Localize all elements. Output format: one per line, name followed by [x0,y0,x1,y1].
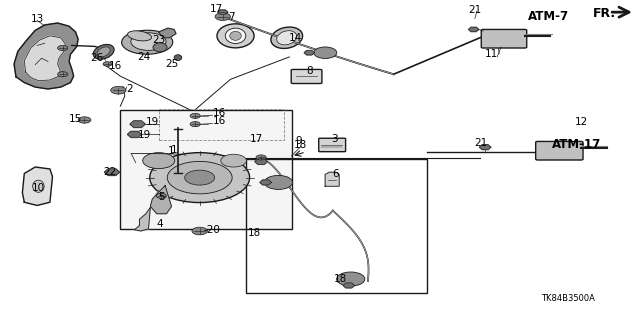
Ellipse shape [174,55,182,60]
Polygon shape [22,167,52,205]
Polygon shape [134,207,150,231]
Ellipse shape [225,28,246,44]
Text: 21: 21 [475,138,488,148]
Circle shape [192,227,207,235]
Polygon shape [255,159,268,164]
Polygon shape [150,186,172,214]
Text: 18: 18 [334,274,347,284]
Text: 19: 19 [138,130,151,140]
Polygon shape [14,23,78,89]
Text: 14: 14 [289,33,302,43]
Ellipse shape [127,31,152,41]
Text: 16: 16 [212,116,226,126]
Polygon shape [479,145,491,150]
Circle shape [256,155,266,160]
Text: 12: 12 [575,116,588,127]
Text: 6: 6 [333,169,339,180]
Ellipse shape [97,47,110,57]
Polygon shape [127,131,141,138]
Text: ATM-7: ATM-7 [528,10,569,22]
Text: ATM-17: ATM-17 [552,138,601,151]
Text: FR.: FR. [593,7,616,20]
Circle shape [314,47,337,59]
Circle shape [185,170,214,185]
Ellipse shape [153,43,167,52]
Text: 17: 17 [250,134,262,144]
Circle shape [156,193,166,198]
Circle shape [215,13,230,20]
Text: 2: 2 [127,84,133,94]
Text: 10: 10 [32,183,45,193]
Ellipse shape [33,180,44,192]
Polygon shape [24,36,65,81]
Circle shape [167,161,232,194]
Circle shape [143,153,175,169]
Text: -20: -20 [204,225,220,235]
Text: 8: 8 [306,66,312,76]
Text: 16: 16 [109,61,122,71]
Circle shape [103,62,112,66]
Text: 13: 13 [31,13,44,24]
Text: 24: 24 [138,52,150,62]
FancyBboxPatch shape [291,69,322,84]
Circle shape [150,153,250,203]
FancyBboxPatch shape [481,29,527,48]
Text: 18: 18 [248,228,261,238]
Bar [120,110,292,229]
Ellipse shape [131,33,166,51]
Circle shape [337,272,365,286]
Text: 7: 7 [228,12,235,22]
Polygon shape [325,172,339,186]
Polygon shape [304,51,314,55]
Circle shape [264,175,292,189]
Text: 26: 26 [91,52,104,63]
Polygon shape [104,169,120,175]
Text: 17: 17 [210,4,223,14]
Bar [246,159,427,293]
FancyBboxPatch shape [319,138,346,152]
Text: 15: 15 [69,114,82,124]
Text: 1: 1 [168,146,175,156]
Polygon shape [218,10,228,14]
Circle shape [58,45,68,51]
Polygon shape [468,27,479,32]
Text: 5: 5 [158,192,164,202]
Circle shape [58,72,68,77]
Text: 11: 11 [485,49,498,59]
Polygon shape [343,283,355,288]
Text: 21: 21 [468,5,481,15]
Text: 18: 18 [294,140,307,150]
Text: 16: 16 [212,108,226,118]
Text: 9: 9 [296,136,302,147]
Ellipse shape [93,44,114,59]
Text: 25: 25 [165,59,178,69]
Text: TK84B3500A: TK84B3500A [541,294,595,303]
Polygon shape [159,28,176,38]
Circle shape [78,117,91,123]
Text: 19: 19 [146,116,159,127]
Ellipse shape [217,24,254,48]
Bar [159,109,284,140]
Circle shape [111,86,126,94]
Polygon shape [260,180,271,185]
Text: 1: 1 [171,145,177,156]
Ellipse shape [122,30,173,54]
Text: 22: 22 [104,167,116,177]
Text: 4: 4 [157,219,163,229]
Circle shape [190,113,200,118]
Ellipse shape [271,27,303,48]
Ellipse shape [276,31,297,45]
FancyBboxPatch shape [536,141,583,160]
Polygon shape [130,121,145,127]
Text: 23: 23 [152,35,165,45]
Circle shape [221,154,246,167]
Ellipse shape [230,31,241,40]
Text: 3: 3 [331,134,337,144]
Circle shape [190,122,200,127]
